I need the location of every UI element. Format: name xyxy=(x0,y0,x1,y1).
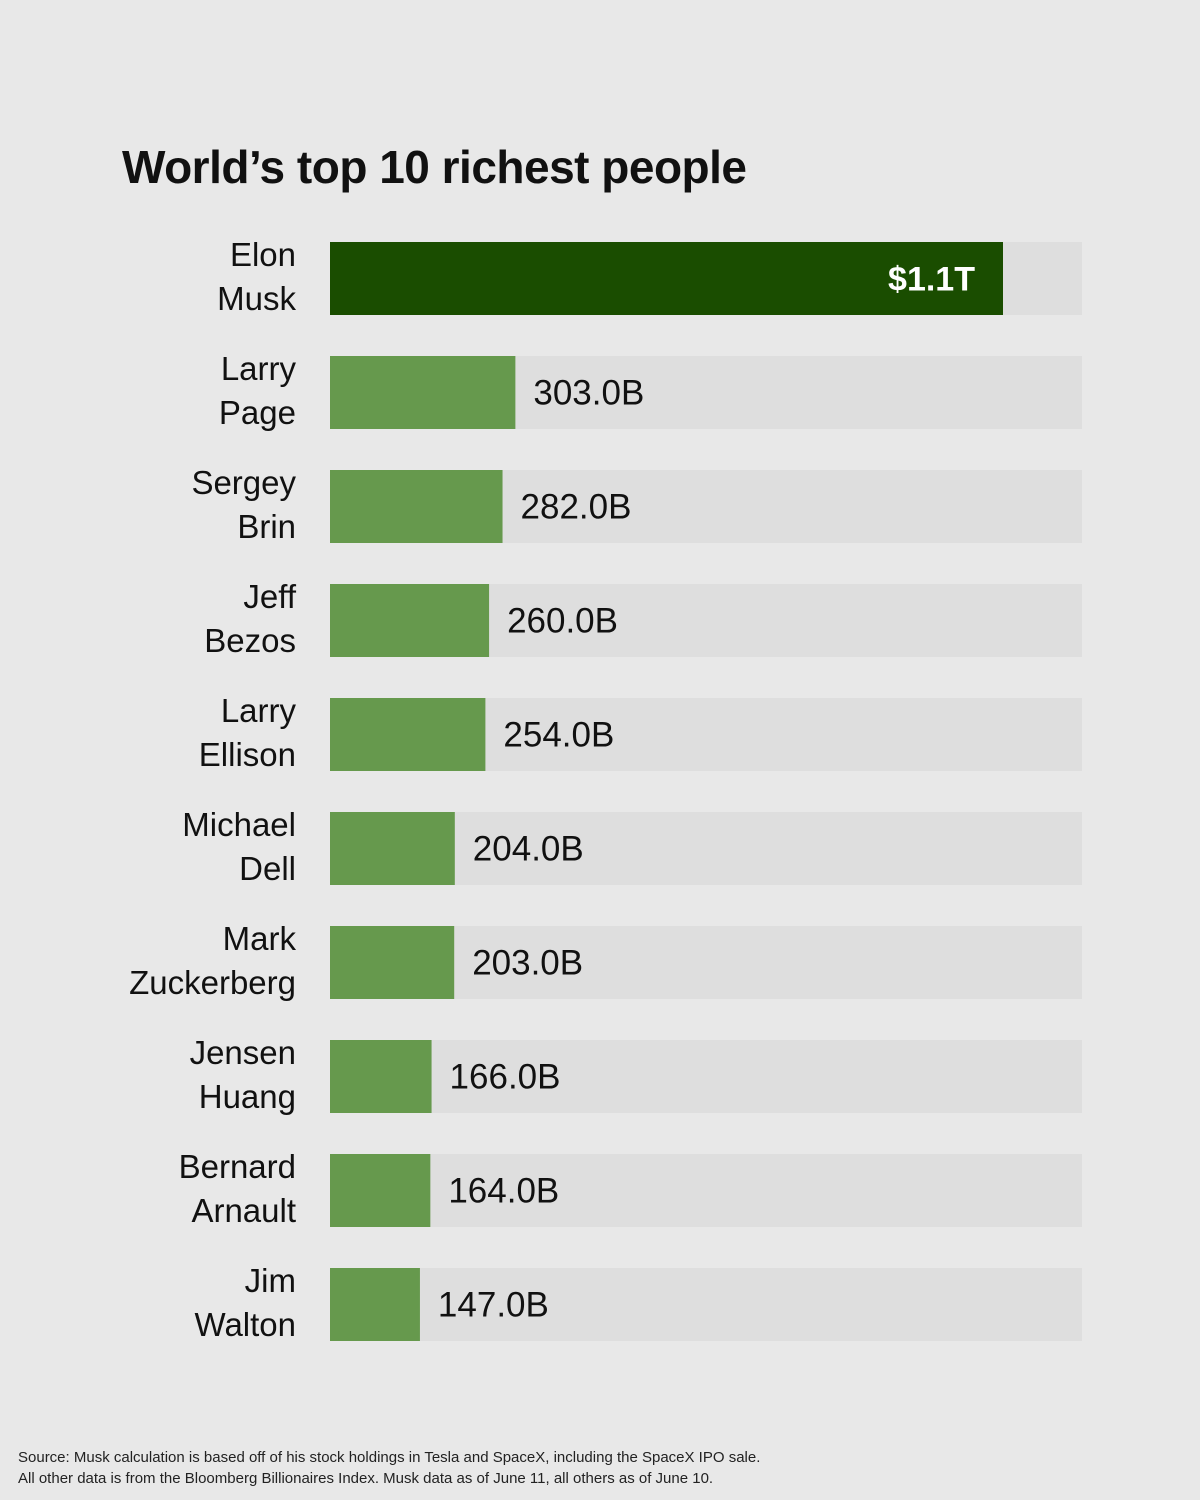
category-label: Sergey Brin xyxy=(191,464,296,545)
bar xyxy=(330,242,1003,315)
data-label: 204.0B xyxy=(473,830,584,869)
bar xyxy=(330,356,516,429)
source-note: Source: Musk calculation is based off of… xyxy=(18,1447,760,1489)
category-label: Jeff Bezos xyxy=(204,578,297,659)
bar-row: Larry Page 303.0B xyxy=(219,350,1082,431)
data-label: $1.1T xyxy=(888,261,975,299)
bar-row: Sergey Brin 282.0B xyxy=(191,464,1082,545)
category-label: Larry Ellison xyxy=(199,692,297,773)
bar-row: Bernard Arnault 164.0B xyxy=(179,1148,1082,1229)
bar-row: Michael Dell 204.0B xyxy=(182,806,1082,887)
category-label: Jim Walton xyxy=(195,1262,296,1343)
bar-row: Mark Zuckerberg 203.0B xyxy=(129,920,1082,1001)
bar-track xyxy=(330,1154,1082,1227)
bar-track xyxy=(330,1268,1082,1341)
data-label: 203.0B xyxy=(472,944,583,983)
bar-row: Larry Ellison 254.0B xyxy=(199,692,1082,773)
category-label: Mark Zuckerberg xyxy=(129,920,296,1001)
bar-track xyxy=(330,926,1082,999)
bar-track xyxy=(330,812,1082,885)
category-label: Larry Page xyxy=(219,350,297,431)
data-label: 166.0B xyxy=(450,1058,561,1097)
category-label: Bernard Arnault xyxy=(179,1148,296,1229)
category-label: Jensen Huang xyxy=(190,1034,296,1115)
bar xyxy=(330,698,486,771)
bar xyxy=(330,1268,420,1341)
data-label: 147.0B xyxy=(438,1286,549,1325)
data-label: 282.0B xyxy=(521,488,632,527)
category-label: Elon Musk xyxy=(217,236,296,317)
chart-title: World’s top 10 richest people xyxy=(122,141,747,193)
source-line-1: Source: Musk calculation is based off of… xyxy=(18,1449,761,1466)
bar xyxy=(330,926,455,999)
category-label: Michael Dell xyxy=(182,806,296,887)
bar-track xyxy=(330,1040,1082,1113)
data-label: 254.0B xyxy=(503,716,614,755)
bar xyxy=(330,812,455,885)
bar xyxy=(330,1154,431,1227)
source-line-2: All other data is from the Bloomberg Bil… xyxy=(18,1470,714,1487)
bar-row: Jim Walton 147.0B xyxy=(195,1262,1082,1343)
bar-row: Jeff Bezos 260.0B xyxy=(204,578,1082,659)
bar-row: Jensen Huang 166.0B xyxy=(190,1034,1082,1115)
bar xyxy=(330,584,490,657)
bar xyxy=(330,470,503,543)
bar xyxy=(330,1040,432,1113)
bar-row: Elon Musk $1.1T xyxy=(217,236,1082,317)
data-label: 164.0B xyxy=(448,1172,559,1211)
data-label: 303.0B xyxy=(533,374,644,413)
data-label: 260.0B xyxy=(507,602,618,641)
